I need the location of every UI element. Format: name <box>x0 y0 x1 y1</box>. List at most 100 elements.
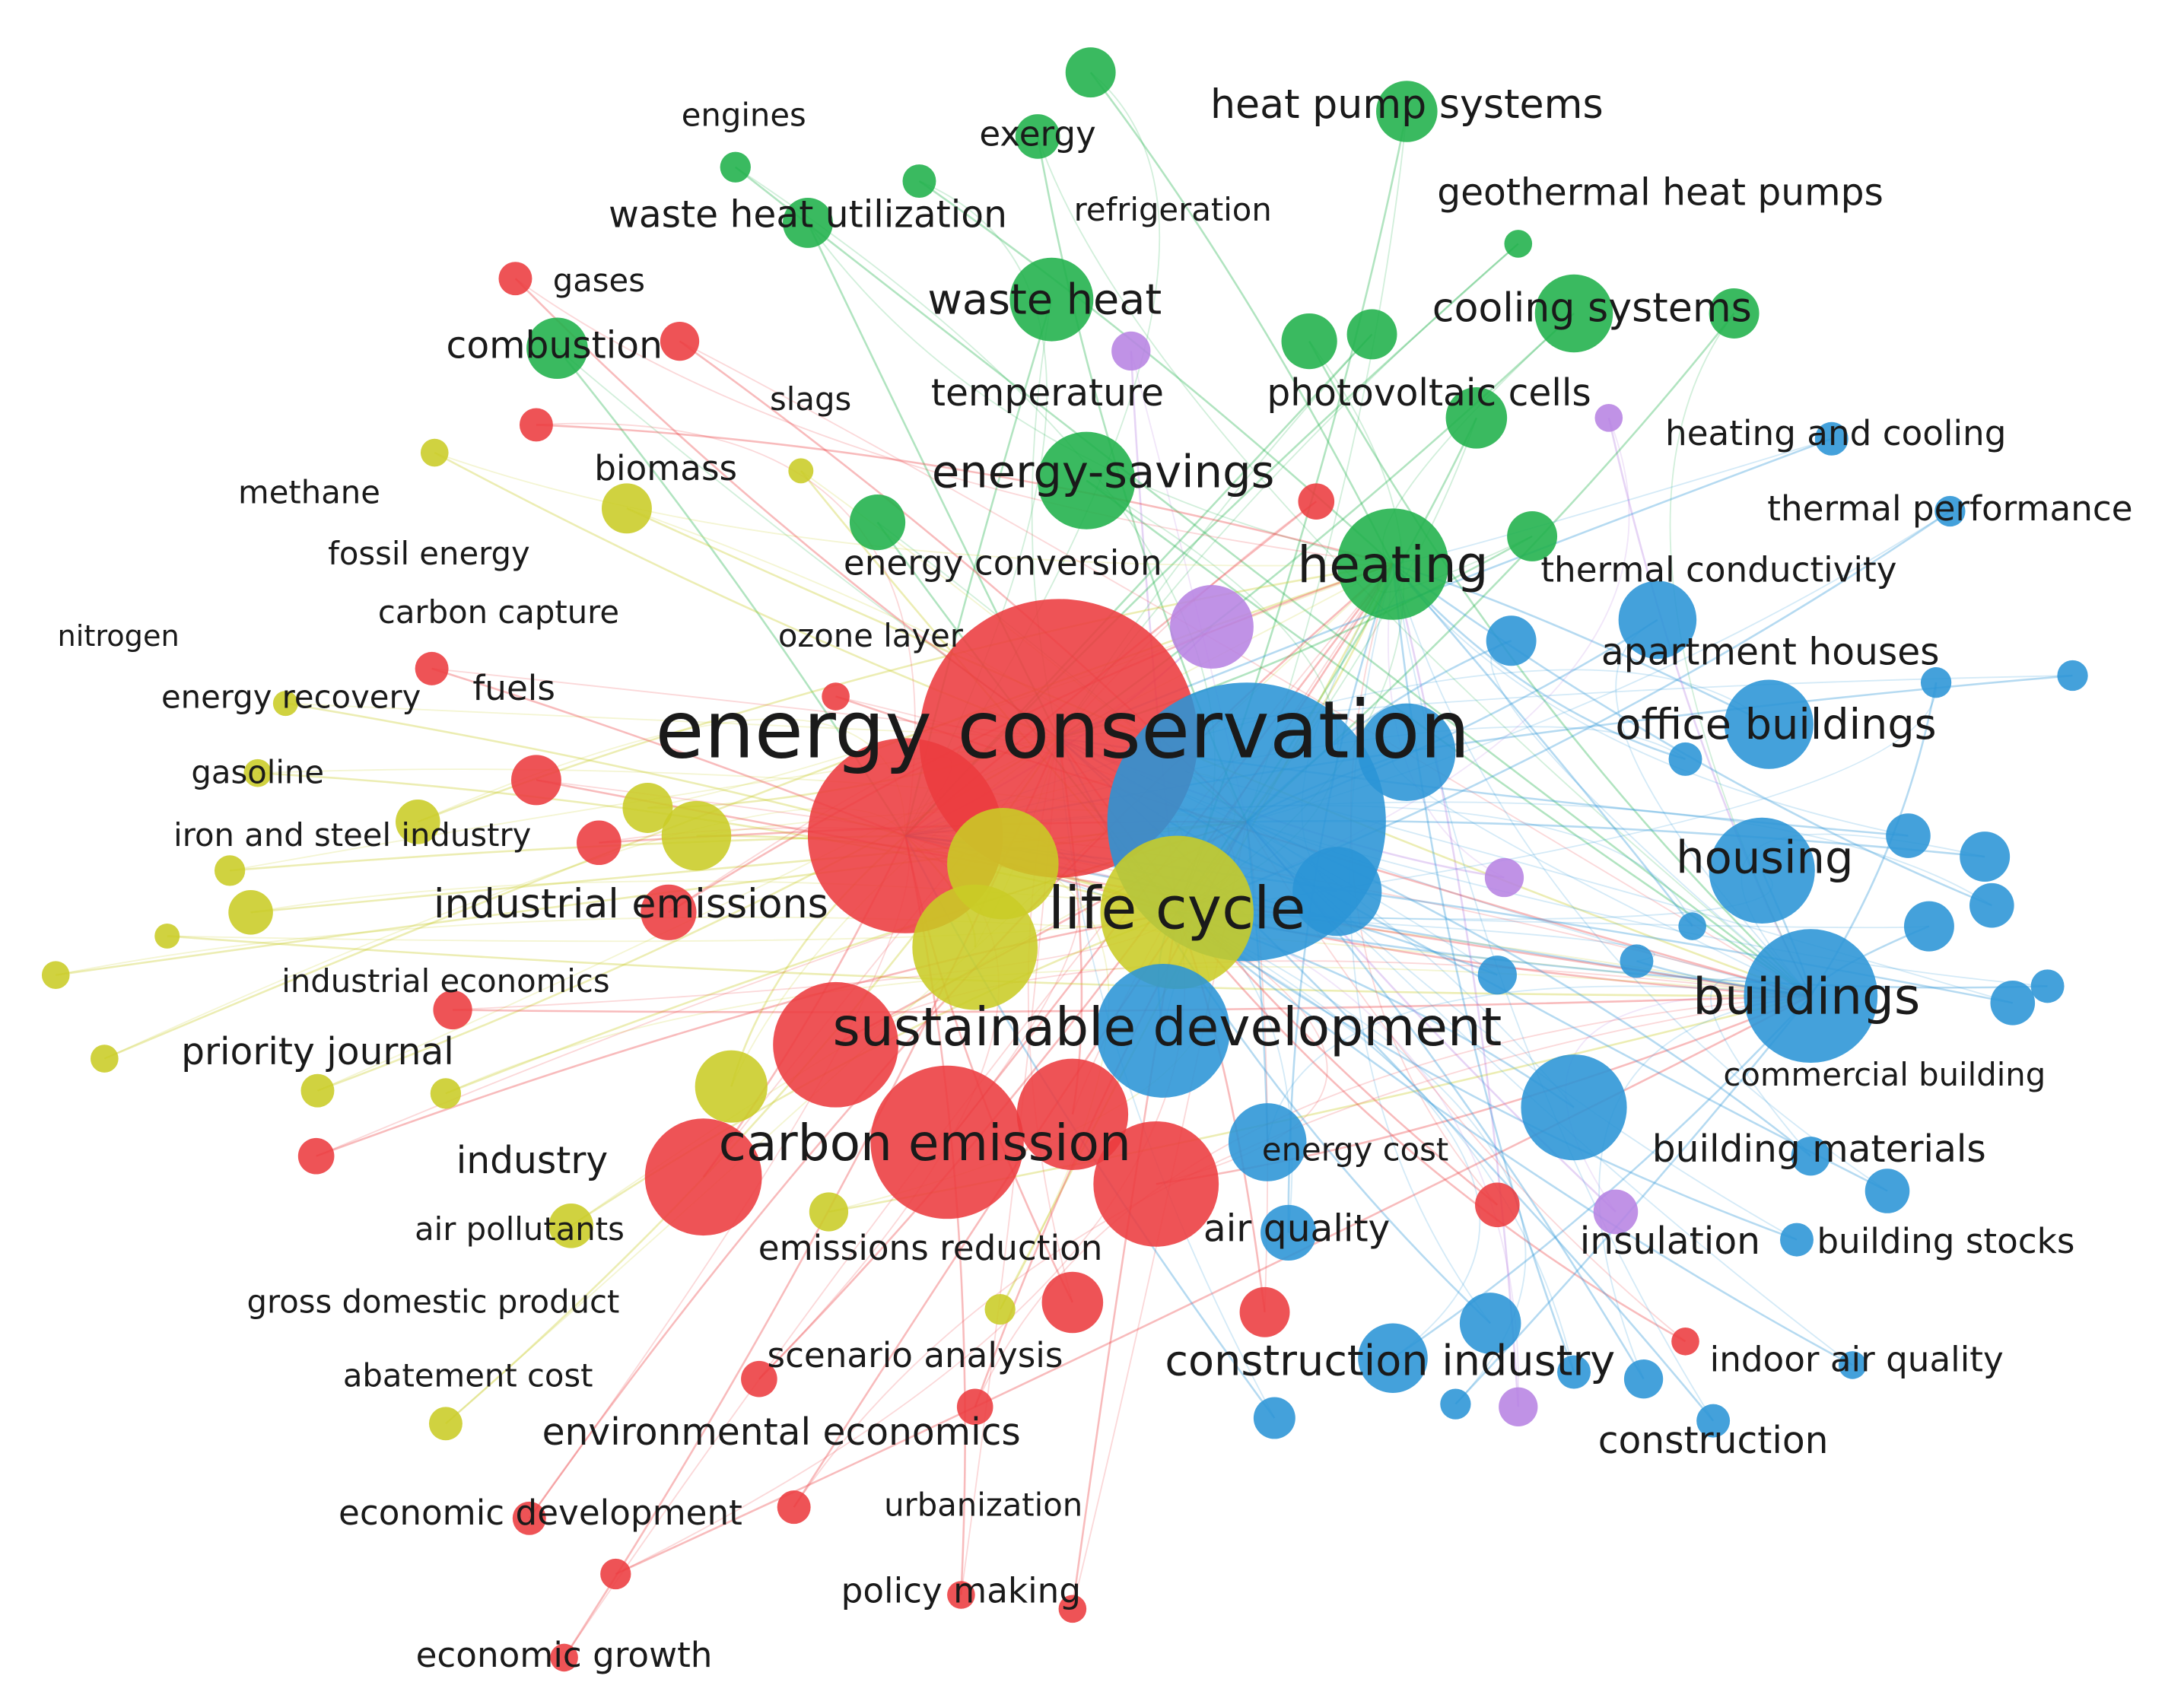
node-label: air quality <box>1203 1208 1390 1251</box>
edge <box>734 166 1812 997</box>
edge <box>904 835 1575 1372</box>
node-label: gasoline <box>191 754 324 791</box>
node-label: thermal conductivity <box>1540 550 1896 590</box>
node <box>788 458 814 484</box>
node <box>783 198 833 248</box>
node <box>741 1360 777 1398</box>
node <box>243 758 272 787</box>
node <box>1724 679 1814 769</box>
node <box>695 1050 768 1123</box>
node <box>1095 964 1230 1098</box>
edge <box>514 278 1394 565</box>
edge <box>1349 564 1491 1324</box>
node-label: industrial emissions <box>434 882 828 927</box>
node <box>1504 230 1533 258</box>
node-label: carbon capture <box>378 593 619 631</box>
node-label: indoor air quality <box>1710 1340 2004 1380</box>
node <box>720 151 751 183</box>
node <box>1100 835 1254 990</box>
node <box>1623 1359 1664 1399</box>
node <box>214 855 246 886</box>
node <box>1260 1204 1317 1261</box>
node <box>1886 813 1931 858</box>
node <box>433 990 472 1030</box>
node <box>300 1073 335 1108</box>
node <box>1696 1404 1731 1438</box>
edge <box>1176 911 1798 1241</box>
node <box>1253 1397 1295 1439</box>
node-label: biomass <box>594 448 737 488</box>
node <box>660 321 700 361</box>
node <box>1969 882 2014 928</box>
node <box>428 1407 463 1441</box>
edge <box>434 452 1394 567</box>
node <box>1594 403 1623 432</box>
node <box>430 1078 462 1109</box>
node <box>1459 1293 1521 1354</box>
node <box>510 755 561 806</box>
node <box>1791 1137 1830 1176</box>
node <box>1358 703 1456 801</box>
node-label: iron and steel industry <box>173 816 531 854</box>
node <box>1990 981 2036 1025</box>
node <box>498 262 532 296</box>
edge <box>1037 136 1811 997</box>
node <box>228 890 273 935</box>
node <box>415 651 449 685</box>
node <box>849 494 906 551</box>
node <box>777 1490 811 1525</box>
node <box>1620 944 1654 978</box>
node-label: commercial building <box>1723 1056 2046 1093</box>
node <box>1668 742 1702 776</box>
node-label: construction industry <box>1165 1337 1615 1386</box>
node <box>577 820 622 866</box>
node <box>1593 1189 1639 1235</box>
node-label: buildings <box>1693 968 1920 1026</box>
node <box>1298 483 1335 520</box>
node-label: heating <box>1297 536 1488 594</box>
node-label: exergy <box>979 113 1095 154</box>
node <box>984 1294 1016 1325</box>
edge <box>1176 911 1853 1366</box>
edge <box>807 222 1394 565</box>
node <box>1041 1271 1104 1334</box>
edge <box>1177 682 1938 914</box>
node-label: fuels <box>472 668 555 708</box>
node <box>600 1558 631 1590</box>
node <box>519 408 553 442</box>
node <box>1521 1054 1627 1161</box>
node-label: methane <box>238 474 380 511</box>
node <box>1934 495 1966 527</box>
node-label: construction <box>1598 1420 1829 1462</box>
node-label: engines <box>682 96 806 133</box>
node <box>1920 667 1952 698</box>
node <box>1484 857 1524 898</box>
node-label: energy conservation <box>655 684 1470 777</box>
node <box>1744 929 1878 1064</box>
node <box>1475 1182 1520 1228</box>
node <box>1228 1103 1307 1181</box>
edge <box>536 424 1394 565</box>
node <box>550 1643 578 1672</box>
node <box>822 682 850 711</box>
node-label: environmental economics <box>542 1411 1021 1454</box>
node <box>1065 47 1116 98</box>
node <box>1671 1327 1699 1356</box>
node <box>1009 257 1094 342</box>
node-label: nitrogen <box>58 619 180 653</box>
nodes <box>41 47 2088 1672</box>
node-label: energy cost <box>1262 1131 1448 1169</box>
edge <box>1392 564 1888 1192</box>
node-label: geothermal heat pumps <box>1437 171 1884 214</box>
node <box>1678 912 1706 940</box>
node-label: fossil energy <box>328 535 530 572</box>
node <box>1477 956 1517 995</box>
node <box>1486 615 1537 666</box>
node <box>1292 847 1382 936</box>
node <box>641 884 697 940</box>
edge <box>1176 911 1686 1343</box>
node-label: thermal performance <box>1767 488 2132 529</box>
node <box>947 1581 975 1609</box>
node-label: photovoltaic cells <box>1267 372 1591 415</box>
